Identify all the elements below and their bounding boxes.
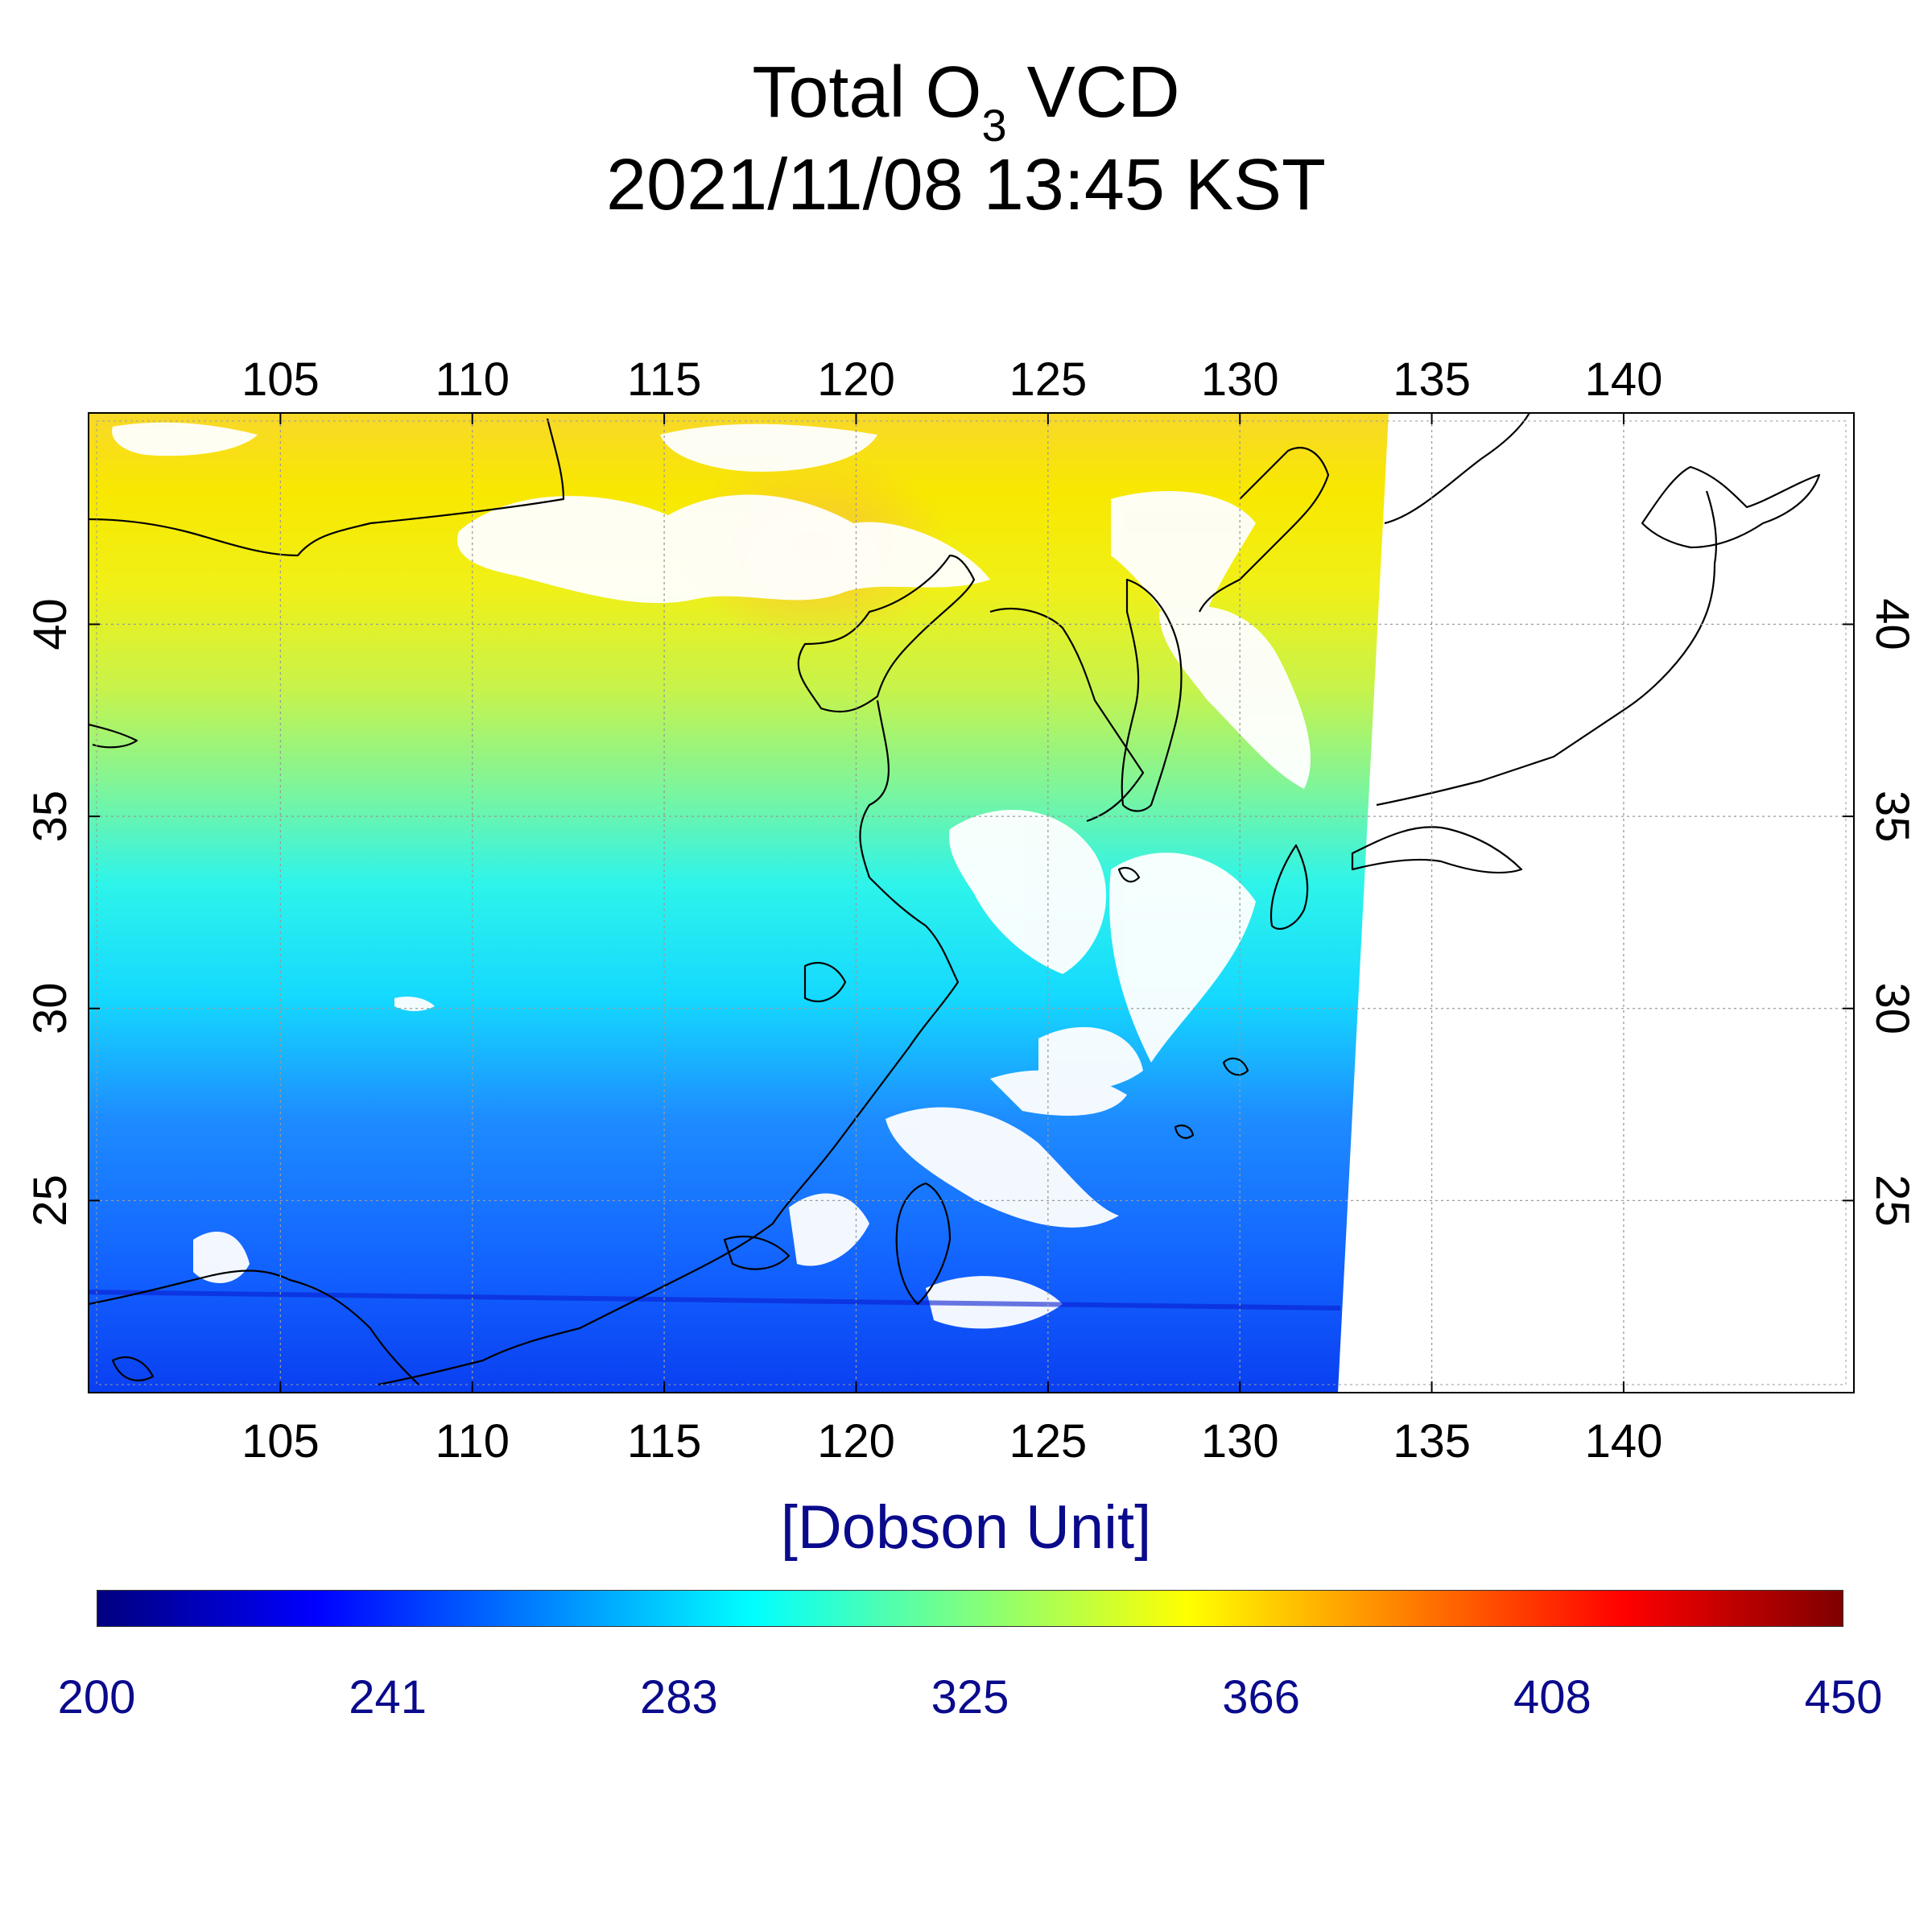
colorbar-tick-label: 450 — [1804, 1671, 1883, 1724]
scan-artifact — [89, 1290, 1341, 1311]
lon-label-bottom: 115 — [627, 1415, 701, 1468]
chart-title-timestamp: 2021/11/08 13:45 KST — [605, 145, 1327, 225]
lat-label-left: 40 — [24, 598, 76, 650]
lat-label-right: 40 — [1866, 598, 1918, 650]
ozone-swath — [89, 413, 1389, 1393]
lat-label-left: 30 — [24, 982, 76, 1034]
colorbar-tick-label: 283 — [639, 1671, 718, 1724]
colorbar-tick-label: 325 — [931, 1671, 1009, 1724]
lat-label-left: 35 — [24, 791, 76, 843]
map-inner-frame — [96, 420, 1847, 1385]
title-suffix: VCD — [1006, 52, 1180, 133]
colorbar-tick-label: 241 — [349, 1671, 427, 1724]
title-subscript: 3 — [981, 100, 1007, 151]
axis-tick-labels: 105 105 110 110 115 115 120 120 125 125 130 130 135 1… — [24, 353, 1918, 1468]
cloud-mask — [112, 422, 1311, 1329]
coastlines — [89, 413, 1821, 1386]
colorbar-tick-label: 408 — [1513, 1671, 1591, 1724]
lat-label-right: 35 — [1866, 791, 1918, 843]
chart-title-line1: Total O3 VCD — [0, 56, 1932, 148]
lon-label-top: 105 — [242, 353, 320, 406]
graticule — [89, 413, 1854, 1393]
colorbar-tick-label: 200 — [57, 1671, 136, 1724]
lon-label-bottom: 135 — [1393, 1415, 1471, 1468]
lon-label-bottom: 125 — [1009, 1415, 1087, 1468]
lon-label-bottom: 105 — [242, 1415, 320, 1468]
lon-label-bottom: 140 — [1585, 1415, 1663, 1468]
lon-label-top: 130 — [1201, 353, 1279, 406]
lat-label-left: 25 — [24, 1174, 76, 1227]
lat-label-right: 25 — [1866, 1174, 1918, 1227]
lon-label-top: 125 — [1009, 353, 1087, 406]
colorbar-tick-label: 366 — [1222, 1671, 1301, 1724]
map-ticks — [89, 413, 1854, 1393]
lon-label-bottom: 130 — [1201, 1415, 1279, 1468]
colorbar — [97, 1590, 1843, 1627]
lon-label-top: 135 — [1393, 353, 1471, 406]
lon-label-bottom: 120 — [817, 1415, 895, 1468]
lon-label-top: 110 — [436, 353, 510, 406]
colorbar-unit-label: [Dobson Unit] — [780, 1493, 1152, 1562]
lon-label-top: 140 — [1585, 353, 1663, 406]
lon-label-bottom: 110 — [436, 1415, 510, 1468]
lat-label-right: 30 — [1866, 982, 1918, 1034]
map-frame — [88, 412, 1855, 1393]
title-prefix: Total O — [752, 52, 982, 133]
data-layer — [89, 413, 1821, 1393]
lon-label-top: 120 — [817, 353, 895, 406]
lon-label-top: 115 — [627, 353, 701, 406]
